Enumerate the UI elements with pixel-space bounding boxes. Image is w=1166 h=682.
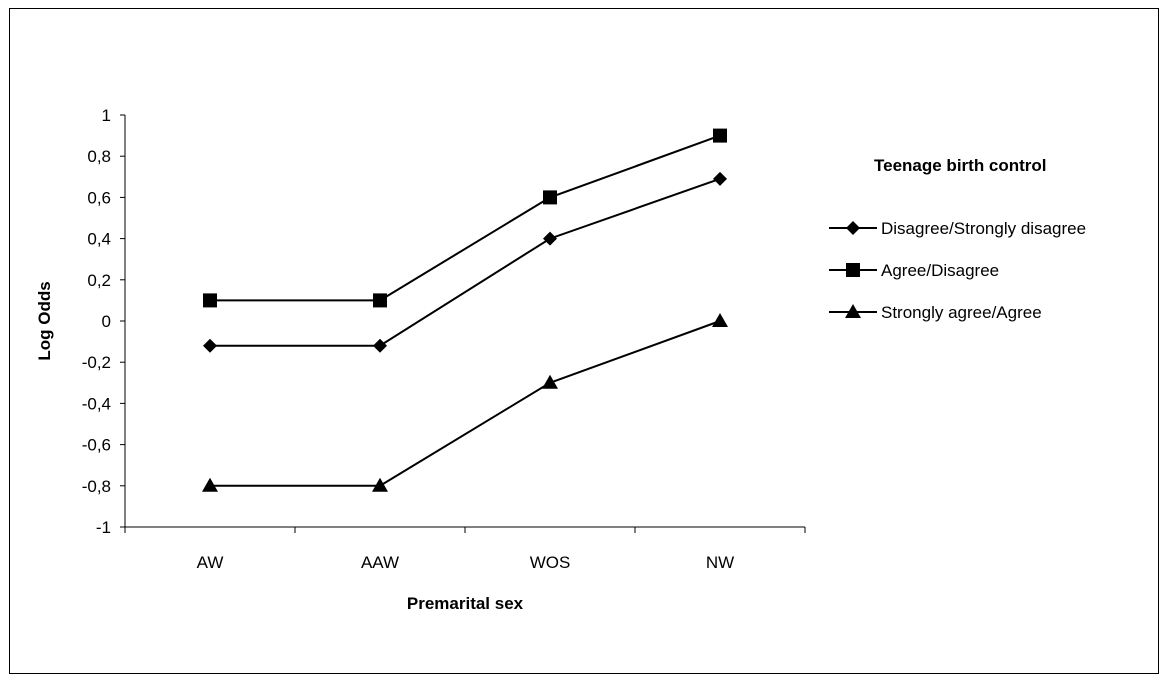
- diamond-marker: [846, 221, 860, 235]
- square-marker: [203, 293, 217, 308]
- triangle-marker: [372, 477, 388, 492]
- y-tick-label: -0,2: [82, 353, 111, 372]
- y-tick-label: -0,6: [82, 436, 111, 455]
- diamond-marker: [373, 338, 387, 353]
- y-tick-label: 0: [102, 312, 111, 331]
- y-tick-label: 0,2: [87, 271, 111, 290]
- axes: [124, 115, 805, 528]
- series-markers: [202, 128, 728, 492]
- legend-entry-label: Disagree/Strongly disagree: [881, 219, 1086, 238]
- triangle-marker: [712, 313, 728, 327]
- y-tick-label: 0,6: [87, 188, 111, 207]
- triangle-marker: [202, 477, 218, 492]
- legend-entry-label: Strongly agree/Agree: [881, 303, 1042, 322]
- chart-frame: [9, 8, 1159, 674]
- x-tick-label: WOS: [530, 553, 571, 572]
- legend: Teenage birth control Disagree/Strongly …: [829, 156, 1086, 322]
- series-line-square: [210, 134, 721, 302]
- y-tick-label: 0,8: [87, 147, 111, 166]
- y-axis-title: Log Odds: [35, 281, 54, 360]
- x-axis-title: Premarital sex: [407, 594, 524, 613]
- y-tick-label: -0,8: [82, 477, 111, 496]
- y-tick-label: -1: [96, 518, 111, 537]
- square-marker: [543, 190, 557, 205]
- diamond-marker: [543, 231, 557, 246]
- diamond-marker: [713, 171, 727, 186]
- diamond-marker: [203, 338, 217, 353]
- x-tick-label: AAW: [361, 553, 399, 572]
- series-lines: [210, 134, 721, 487]
- x-tick-label: NW: [706, 553, 734, 572]
- y-tick-label: 1: [102, 106, 111, 125]
- triangle-marker: [542, 374, 558, 389]
- square-marker: [373, 293, 387, 308]
- x-tick-label: AW: [197, 553, 224, 572]
- square-marker: [713, 128, 727, 143]
- y-tick-label: 0,4: [87, 230, 111, 249]
- series-line-diamond: [210, 177, 721, 347]
- y-ticks: 1 0,8 0,6 0,4 0,2 0 -0,2 -0,4 -0,6 -0,8 -1: [82, 106, 125, 537]
- series-line-triangle: [210, 320, 721, 487]
- triangle-marker: [845, 304, 861, 318]
- square-marker: [846, 263, 860, 277]
- legend-entry-label: Agree/Disagree: [881, 261, 999, 280]
- x-ticks: AW AAW WOS NW: [124, 527, 806, 572]
- y-tick-label: -0,4: [82, 394, 111, 413]
- legend-title: Teenage birth control: [874, 156, 1047, 175]
